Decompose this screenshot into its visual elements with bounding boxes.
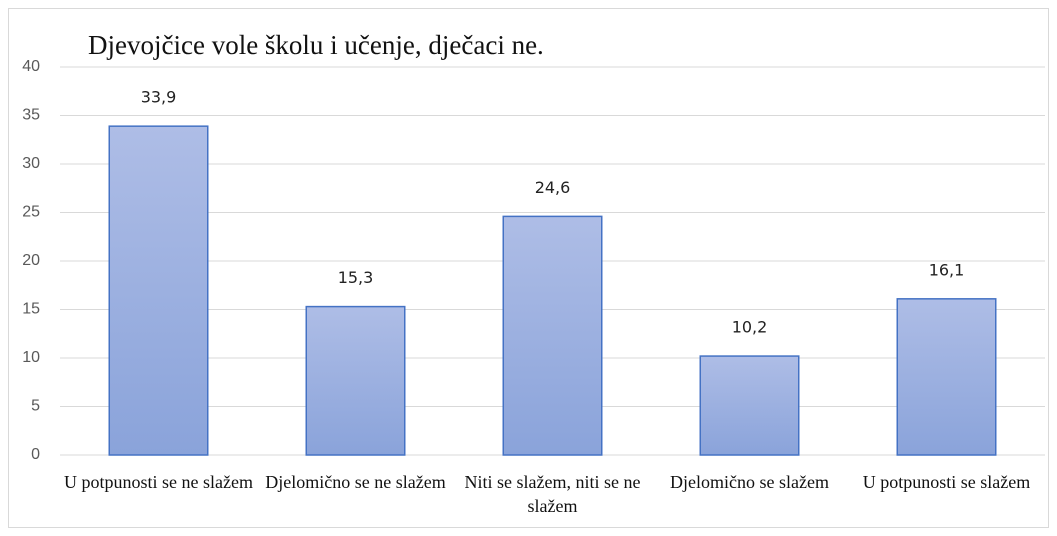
- bar: [502, 215, 603, 456]
- x-tick-label: Djelomično se slažem: [670, 472, 829, 492]
- y-tick-label: 25: [22, 204, 40, 221]
- data-label: 16,1: [929, 260, 965, 279]
- x-tick-label: Djelomično se ne slažem: [265, 472, 446, 492]
- y-tick-label: 35: [22, 107, 40, 124]
- chart-title: Djevojčice vole školu i učenje, dječaci …: [88, 30, 544, 60]
- data-label: 33,9: [141, 88, 177, 107]
- bar: [699, 355, 800, 456]
- y-tick-label: 10: [22, 349, 40, 366]
- bar: [305, 305, 406, 456]
- x-tick-label: U potpunosti se slažem: [862, 472, 1031, 492]
- bar: [108, 125, 209, 456]
- x-tick-label: Niti se slažem, niti se ne slažem: [464, 472, 641, 516]
- y-tick-label: 20: [22, 252, 40, 269]
- data-label: 15,3: [338, 268, 374, 287]
- x-tick-label: U potpunosti se ne slažem: [64, 472, 253, 492]
- y-tick-label: 5: [31, 398, 40, 415]
- y-tick-label: 15: [22, 301, 40, 318]
- data-label: 10,2: [732, 318, 768, 337]
- data-label: 24,6: [535, 178, 571, 197]
- bar: [896, 298, 997, 456]
- y-tick-label: 0: [31, 446, 40, 463]
- y-tick-label: 40: [22, 58, 40, 75]
- chart-border: [8, 8, 1049, 528]
- y-tick-label: 30: [22, 155, 40, 172]
